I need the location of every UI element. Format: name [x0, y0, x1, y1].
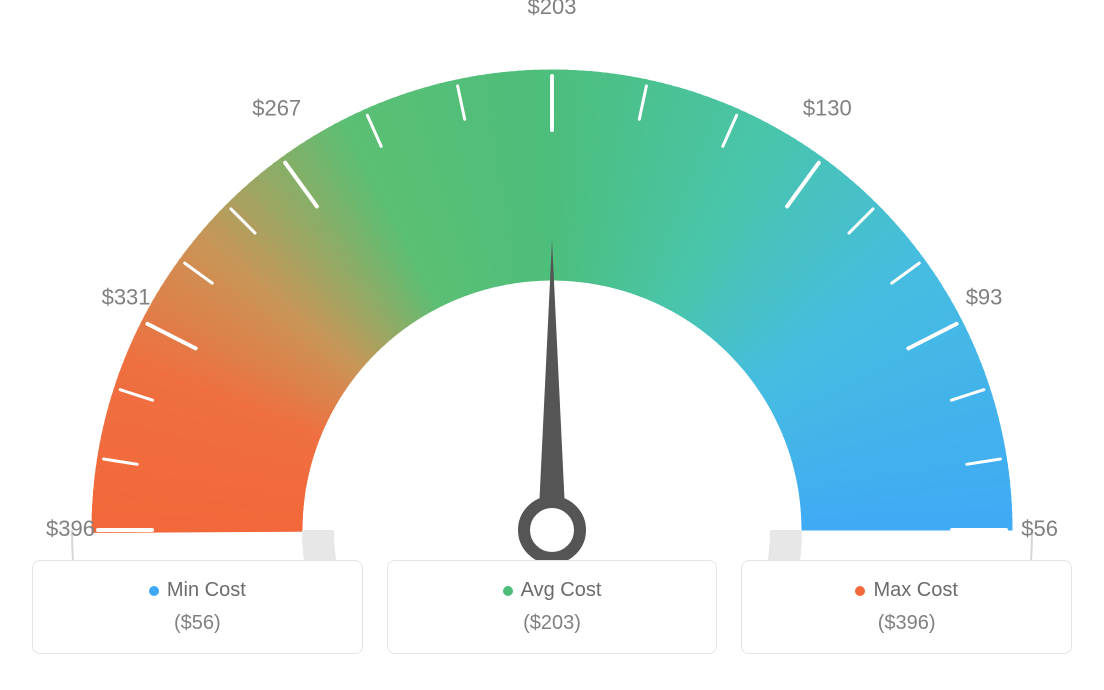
svg-text:$130: $130	[803, 95, 852, 120]
legend-max-label: Max Cost	[873, 579, 957, 602]
legend-card-avg: Avg Cost ($203)	[387, 560, 718, 654]
svg-text:$331: $331	[102, 284, 151, 309]
dot-icon	[855, 586, 865, 596]
legend-card-min: Min Cost ($56)	[32, 560, 363, 654]
svg-text:$396: $396	[46, 516, 95, 541]
dot-icon	[503, 586, 513, 596]
svg-text:$93: $93	[966, 284, 1003, 309]
legend-max-value: ($396)	[878, 612, 936, 635]
legend-row: Min Cost ($56) Avg Cost ($203) Max Cost …	[32, 560, 1072, 654]
svg-text:$56: $56	[1021, 516, 1058, 541]
svg-text:$267: $267	[252, 95, 301, 120]
cost-gauge: $56 $93 $130 $203 $267 $331 $396	[22, 0, 1082, 560]
legend-min-label: Min Cost	[167, 579, 246, 602]
legend-avg-value: ($203)	[523, 612, 581, 635]
legend-min-value: ($56)	[174, 612, 221, 635]
legend-card-max: Max Cost ($396)	[741, 560, 1072, 654]
legend-avg-label: Avg Cost	[521, 579, 602, 602]
svg-text:$203: $203	[528, 0, 577, 19]
dot-icon	[149, 586, 159, 596]
